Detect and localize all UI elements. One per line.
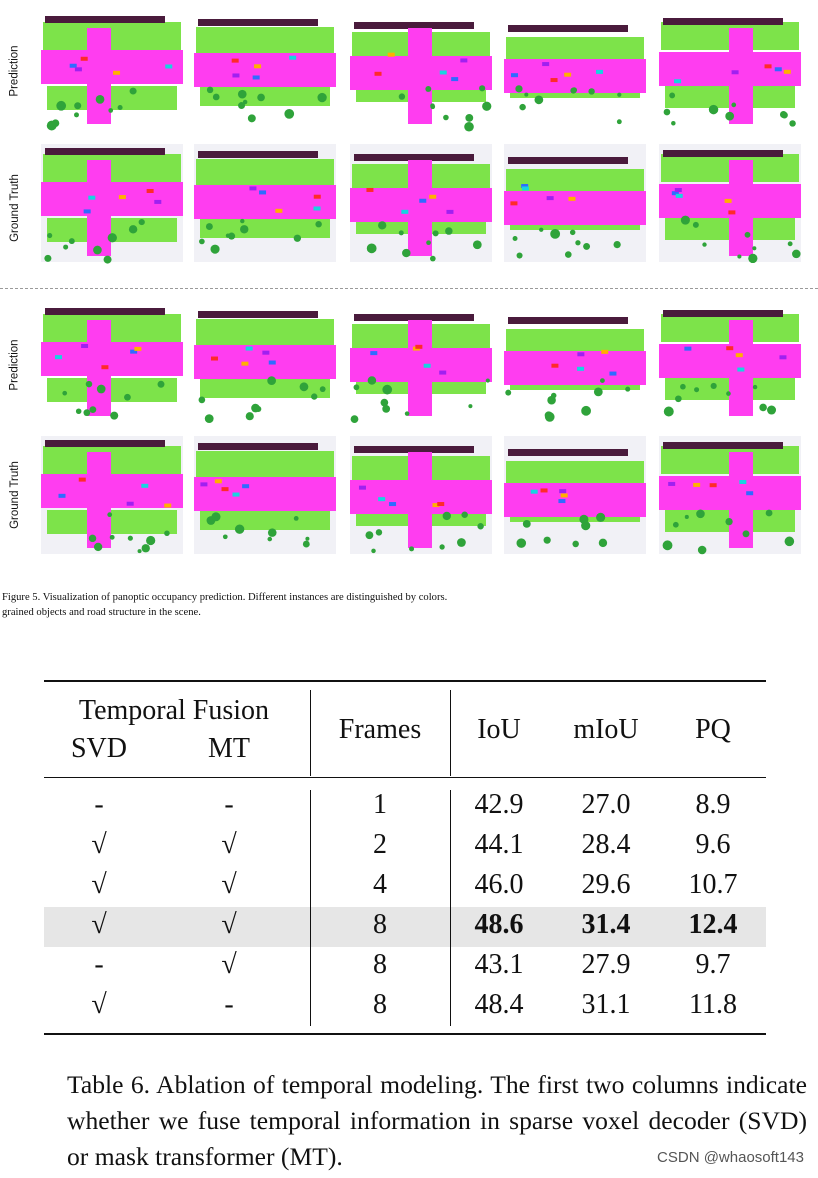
table-cell-iou: 48.6 xyxy=(474,909,524,940)
header-miou: mIoU xyxy=(573,714,639,745)
prediction-map xyxy=(37,8,187,134)
prediction-map xyxy=(190,8,340,134)
ground-truth-map xyxy=(190,432,340,558)
table-vrule-1-header xyxy=(310,690,312,776)
figure-caption: Figure 5. Visualization of panoptic occu… xyxy=(2,592,448,618)
table-cell-mt: √ xyxy=(221,869,237,900)
table-cell-miou: 27.0 xyxy=(581,789,631,820)
header-temporal-fusion: Temporal Fusion xyxy=(78,695,270,726)
prediction-map xyxy=(655,8,805,134)
table-cell-iou: 42.9 xyxy=(474,789,524,820)
table-cell-pq: 9.6 xyxy=(695,829,731,860)
header-svd: SVD xyxy=(70,733,127,764)
ground-truth-map xyxy=(346,432,496,558)
table-cell-mt: √ xyxy=(221,949,237,980)
table-cell-pq: 9.7 xyxy=(695,949,731,980)
table-cell-pq: 12.4 xyxy=(688,909,738,940)
table-cell-iou: 44.1 xyxy=(474,829,524,860)
table-cell-svd: - xyxy=(94,949,104,980)
prediction-map xyxy=(37,300,187,426)
table-cell-miou: 27.9 xyxy=(581,949,631,980)
table-cell-frames: 1 xyxy=(373,789,387,820)
table-cell-miou: 31.1 xyxy=(581,989,631,1020)
table-cell-miou: 31.4 xyxy=(581,909,631,940)
ground-truth-map xyxy=(190,140,340,266)
ground-truth-map xyxy=(500,432,650,558)
table-vrule-1-body xyxy=(310,790,312,1026)
table-cell-iou: 48.4 xyxy=(474,989,524,1020)
watermark: CSDN @whaosoft143 xyxy=(657,1149,804,1166)
prediction-map xyxy=(346,8,496,134)
prediction-map xyxy=(655,300,805,426)
table-cell-svd: √ xyxy=(91,909,107,940)
highlighted-row-bg xyxy=(44,907,766,947)
section-divider xyxy=(0,288,818,289)
ground-truth-map xyxy=(655,432,805,558)
prediction-map xyxy=(346,300,496,426)
table-cell-frames: 4 xyxy=(373,869,387,900)
table-cell-pq: 10.7 xyxy=(688,869,738,900)
table-cell-pq: 11.8 xyxy=(689,989,737,1020)
table-cell-svd: √ xyxy=(91,869,107,900)
table-cell-iou: 46.0 xyxy=(474,869,524,900)
header-iou: IoU xyxy=(477,714,521,745)
prediction-map xyxy=(500,8,650,134)
ground-truth-map xyxy=(37,432,187,558)
table-cell-miou: 29.6 xyxy=(581,869,631,900)
header-frames: Frames xyxy=(338,714,422,745)
ground-truth-map xyxy=(346,140,496,266)
table-cell-svd: - xyxy=(94,789,104,820)
table-caption: Table 6. Ablation of temporal modeling. … xyxy=(67,1070,807,1171)
table-cell-svd: √ xyxy=(91,989,107,1020)
prediction-map xyxy=(190,300,340,426)
table-header-rule xyxy=(44,777,766,779)
header-mt: MT xyxy=(208,733,250,764)
table-cell-frames: 8 xyxy=(373,909,387,940)
table-cell-svd: √ xyxy=(91,829,107,860)
table-bottom-rule xyxy=(44,1033,766,1035)
figure-5: Prediction Ground Truth Prediction Groun… xyxy=(0,0,818,570)
table-cell-iou: 43.1 xyxy=(474,949,524,980)
table-cell-mt: - xyxy=(224,789,234,820)
header-pq: PQ xyxy=(695,714,731,745)
table-cell-mt: √ xyxy=(221,829,237,860)
ground-truth-map xyxy=(37,140,187,266)
table-cell-frames: 8 xyxy=(373,949,387,980)
row-label-prediction-1: Prediction xyxy=(9,45,22,97)
table-6: Temporal Fusion SVD MT Frames IoU mIoU P… xyxy=(44,680,766,1035)
table-cell-frames: 2 xyxy=(373,829,387,860)
table-cell-mt: √ xyxy=(221,909,237,940)
table-cell-mt: - xyxy=(224,989,234,1020)
row-label-ground-truth-1: Ground Truth xyxy=(9,174,22,242)
table-top-rule xyxy=(44,680,766,682)
ground-truth-map xyxy=(655,140,805,266)
row-label-ground-truth-2: Ground Truth xyxy=(9,461,22,529)
table-vrule-2-body xyxy=(450,790,452,1026)
ground-truth-map xyxy=(500,140,650,266)
table-cell-miou: 28.4 xyxy=(581,829,631,860)
table-cell-frames: 8 xyxy=(373,989,387,1020)
row-label-prediction-2: Prediction xyxy=(9,339,22,391)
table-cell-pq: 8.9 xyxy=(695,789,731,820)
table-vrule-2-header xyxy=(450,690,452,776)
prediction-map xyxy=(500,300,650,426)
